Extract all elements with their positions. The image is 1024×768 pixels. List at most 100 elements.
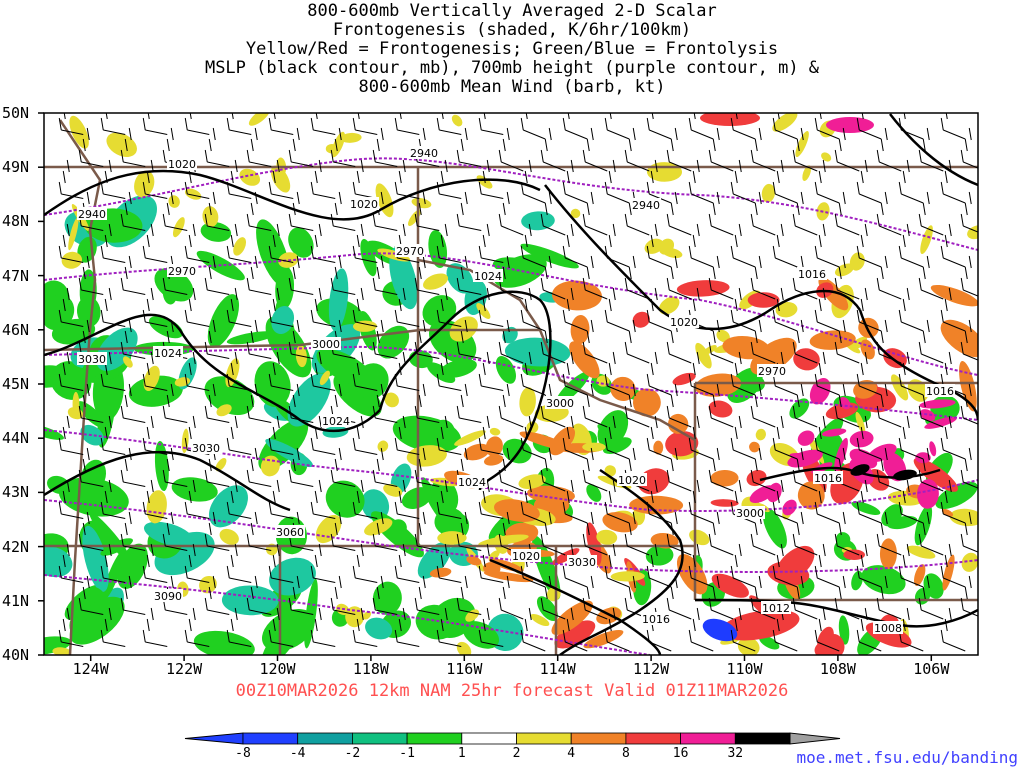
wind-barb: [688, 159, 714, 204]
colorbar-segment: [570, 732, 627, 745]
wind-barb: [478, 113, 504, 135]
wind-barb: [120, 383, 146, 423]
wind-barb: [834, 191, 860, 236]
colorbar-label: -2: [344, 746, 361, 761]
wind-barb: [226, 113, 252, 135]
shade-blob: [172, 217, 185, 238]
longitude-label: 110W: [726, 660, 763, 678]
wind-barb: [78, 383, 104, 423]
latitude-label: 42N: [2, 537, 30, 556]
shade-blob: [462, 621, 500, 649]
shade-blob: [703, 345, 717, 355]
contour-label-bg: [567, 555, 597, 568]
shade-blob: [417, 541, 451, 579]
wind-barb: [78, 127, 104, 167]
colorbar-segment: [242, 732, 299, 745]
shade-blob: [288, 227, 314, 258]
wind-barb: [436, 543, 462, 583]
shade-blob: [809, 330, 856, 350]
wind-barb: [898, 607, 924, 652]
colorbar-segment: [680, 732, 736, 745]
shade-blob: [362, 611, 372, 620]
shade-blob: [270, 165, 291, 193]
wind-barb: [520, 415, 546, 460]
wind-barb: [310, 415, 336, 455]
contour-label: 1020: [670, 316, 698, 329]
shade-blob: [122, 356, 133, 368]
wind-barb: [120, 447, 146, 487]
contour-label-bg: [873, 621, 903, 634]
wind-barb: [226, 287, 252, 327]
contour-label: 1024: [154, 347, 182, 360]
contour-label-bg: [511, 549, 541, 562]
contour-label: 1024: [458, 476, 486, 489]
wind-barb: [520, 607, 546, 652]
wind-barb: [58, 287, 84, 327]
contour-label-bg: [641, 612, 671, 625]
shade-blob: [463, 443, 490, 461]
wind-barb: [688, 543, 714, 588]
latitude-label: 43N: [2, 483, 30, 502]
wind-barb: [772, 607, 798, 652]
wind-barb: [562, 113, 588, 140]
wind-barb: [856, 287, 882, 332]
wind-barb: [78, 255, 104, 295]
wind-barb: [436, 351, 462, 391]
shade-blob: [219, 528, 239, 545]
wind-barb: [918, 191, 944, 236]
wind-barb: [666, 127, 692, 172]
wind-barb: [666, 511, 692, 556]
wind-barb: [582, 255, 608, 300]
shade-blob: [360, 238, 377, 277]
shade-blob: [377, 440, 389, 452]
wind-barb: [750, 255, 776, 300]
colorbar-segment: [297, 732, 353, 745]
wind-barb: [856, 113, 882, 140]
wind-barb: [940, 607, 966, 652]
contour-label: 1020: [618, 474, 646, 487]
longitude-label: 106W: [913, 660, 950, 678]
source-url: moe.met.fsu.edu/banding: [796, 748, 1018, 767]
wind-barb: [624, 255, 650, 300]
wind-barb: [288, 191, 314, 231]
contour-label-bg: [545, 396, 575, 409]
wind-barb: [352, 351, 378, 391]
wind-barb: [730, 287, 756, 332]
shade-blob: [658, 238, 675, 255]
shade-blob: [199, 575, 217, 594]
wind-barb: [162, 447, 188, 487]
wind-barb: [604, 607, 630, 652]
wind-barb: [646, 223, 672, 268]
contour-label: 3000: [312, 338, 340, 351]
wind-barb: [918, 255, 944, 300]
shade-blob: [275, 266, 295, 310]
wind-barb: [204, 511, 230, 551]
wind-barb: [730, 159, 756, 204]
shade-blob: [207, 294, 240, 348]
wind-barb: [246, 127, 272, 167]
wind-barb: [394, 415, 420, 455]
shade-blob: [582, 442, 606, 452]
shade-blob: [930, 284, 978, 307]
wind-barb: [604, 479, 630, 524]
wind-barb: [142, 287, 168, 327]
colorbar-high-end: [789, 732, 841, 745]
wind-barb: [478, 159, 504, 199]
shade-blob: [80, 424, 104, 446]
wind-barb: [960, 127, 978, 169]
wind-barb: [898, 113, 924, 140]
wind-barb: [226, 159, 252, 199]
colorbar-label: -1: [399, 746, 415, 761]
wind-barb: [372, 575, 398, 615]
colorbar-segment: [516, 732, 572, 745]
wind-barb: [604, 159, 630, 204]
wind-barb: [520, 543, 546, 588]
shade-blob: [762, 507, 787, 549]
contour-label: 2970: [396, 245, 424, 258]
shade-blob: [504, 337, 571, 367]
wind-barb: [498, 383, 524, 428]
wind-barb: [582, 191, 608, 236]
wind-barb: [268, 351, 294, 391]
contour-label: 1016: [926, 385, 954, 398]
wind-barb: [792, 255, 818, 300]
